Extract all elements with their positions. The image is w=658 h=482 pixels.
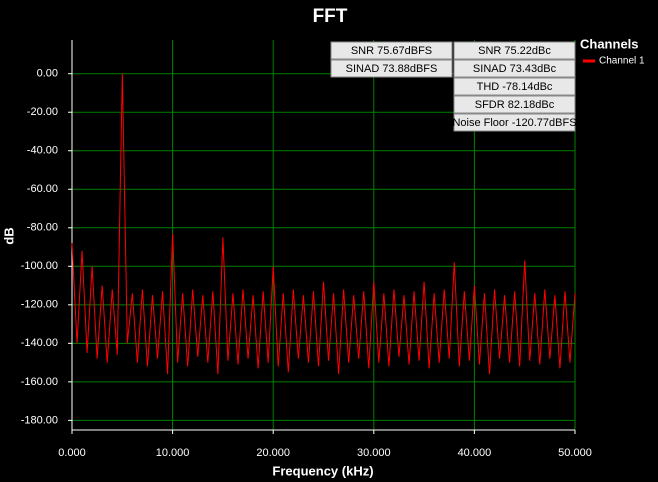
stat-box: THD -78.14dBc bbox=[453, 77, 576, 96]
y-tick-label: -160.00 bbox=[21, 376, 58, 388]
stat-text: SINAD 73.88dBFS bbox=[346, 63, 438, 75]
y-tick-label: -20.00 bbox=[27, 106, 58, 118]
legend-label: Channel 1 bbox=[599, 56, 645, 67]
y-tick-label: -180.00 bbox=[21, 414, 58, 426]
stat-box: SNR 75.67dBFS bbox=[330, 41, 453, 60]
stat-box: SINAD 73.88dBFS bbox=[330, 59, 453, 78]
y-tick-label: 0.00 bbox=[37, 68, 58, 80]
chart-title: FFT bbox=[313, 6, 348, 27]
x-tick-label: 40.000 bbox=[458, 447, 492, 459]
stat-box: Noise Floor -120.77dBFS bbox=[452, 113, 577, 132]
stat-text: SNR 75.67dBFS bbox=[351, 45, 432, 57]
stat-box-bg bbox=[453, 77, 576, 96]
stat-text: THD -78.14dBc bbox=[477, 81, 553, 93]
x-tick-label: 10.000 bbox=[156, 447, 190, 459]
stat-text: SNR 75.22dBc bbox=[478, 45, 551, 57]
x-tick-label: 30.000 bbox=[357, 447, 391, 459]
stat-text: SFDR 82.18dBc bbox=[475, 99, 555, 111]
stat-box-bg bbox=[330, 41, 453, 60]
x-tick-label: 0.000 bbox=[58, 447, 86, 459]
x-tick-label: 20.000 bbox=[256, 447, 290, 459]
y-tick-label: -80.00 bbox=[27, 222, 58, 234]
stat-text: Noise Floor -120.77dBFS bbox=[452, 117, 576, 129]
x-axis-label: Frequency (kHz) bbox=[272, 463, 373, 478]
x-tick-label: 50.000 bbox=[558, 447, 592, 459]
stat-box-bg bbox=[453, 59, 576, 78]
stat-box-bg bbox=[330, 59, 453, 78]
stat-box-bg bbox=[453, 113, 576, 132]
y-tick-label: -40.00 bbox=[27, 145, 58, 157]
stat-text: SINAD 73.43dBc bbox=[473, 63, 557, 75]
stat-box: SINAD 73.43dBc bbox=[453, 59, 576, 78]
series-line bbox=[71, 73, 576, 375]
stat-box-bg bbox=[453, 95, 576, 114]
stat-box: SFDR 82.18dBc bbox=[453, 95, 576, 114]
y-tick-label: -60.00 bbox=[27, 183, 58, 195]
stat-box-bg bbox=[453, 41, 576, 60]
y-tick-label: -100.00 bbox=[21, 260, 58, 272]
y-axis-label: dB bbox=[1, 227, 16, 244]
y-tick-label: -140.00 bbox=[21, 337, 58, 349]
y-tick-label: -120.00 bbox=[21, 299, 58, 311]
legend-title: Channels bbox=[580, 36, 639, 51]
stat-box: SNR 75.22dBc bbox=[453, 41, 576, 60]
